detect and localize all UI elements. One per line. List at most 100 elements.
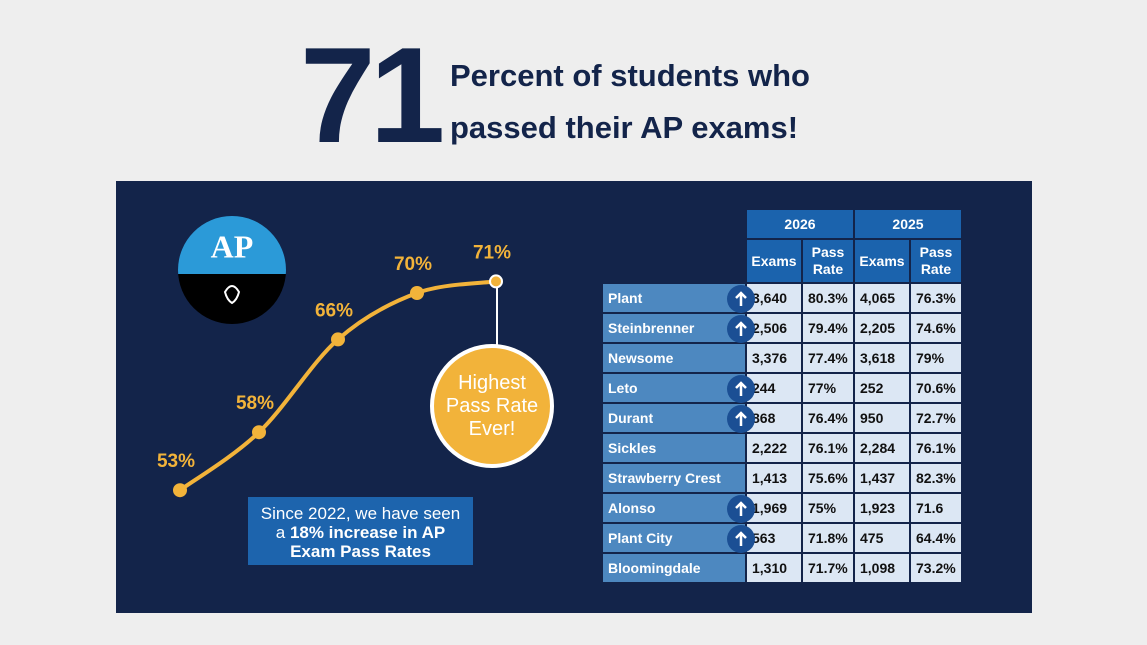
cell: 79.4% (803, 314, 853, 342)
point (410, 286, 424, 300)
up-arrow (727, 285, 755, 313)
table-row: Plant 3,640 80.3% 4,065 76.3% (603, 284, 961, 313)
cell: 3,376 (747, 344, 801, 372)
results-table: 2026 2025 Exams Pass Rate Exams Pass Rate P… (601, 208, 963, 584)
cell: 950 (855, 404, 909, 432)
headline-text: passed their AP exams! (450, 110, 799, 145)
value-label: 66% (315, 300, 353, 321)
year-header: 2026 (747, 210, 853, 238)
cell: 75.6% (803, 464, 853, 492)
badge-text: Pass Rate (445, 394, 539, 417)
cell: 3,640 (747, 284, 801, 312)
callout-bold: 18% increase in AP Exam Pass Rates (289, 523, 446, 561)
cell: 4,065 (855, 284, 909, 312)
table-row: Alonso 1,969 75% 1,923 71.6 (603, 494, 961, 523)
cell: 563 (747, 524, 801, 552)
point (489, 274, 503, 289)
up-arrow (727, 315, 755, 343)
cell: 3,618 (855, 344, 909, 372)
cell: 2,222 (747, 434, 801, 462)
badge: Highest Pass Rate Ever! (430, 344, 554, 468)
value-label: 70% (394, 254, 432, 275)
point (252, 425, 266, 440)
cell: 71.6 (911, 494, 961, 522)
headline-number: 71 (300, 19, 445, 171)
badge-text: Highest (458, 371, 526, 394)
cell: 1,310 (747, 554, 801, 582)
up-arrow (727, 375, 755, 403)
cell: 77.4% (803, 344, 853, 372)
cell: 71.7% (803, 554, 853, 582)
school-name: Plant (603, 284, 755, 313)
cell: 76.4% (803, 404, 853, 432)
table-row: Newsome 3,376 77.4% 3,618 79% (603, 344, 961, 372)
cell: 76.3% (911, 284, 961, 312)
up-arrow (727, 495, 755, 523)
column-header: Exams (747, 240, 801, 282)
value-label: 58% (236, 393, 274, 414)
school-name: Newsome (603, 344, 745, 372)
cell: 244 (747, 374, 801, 402)
arrow-icon (735, 411, 747, 426)
cell: 80.3% (803, 284, 853, 312)
table-row: Sickles 2,222 76.1% 2,284 76.1% (603, 434, 961, 462)
cell: 252 (855, 374, 909, 402)
arrow-icon (735, 321, 747, 336)
cell: 79% (911, 344, 961, 372)
cell: 1,098 (855, 554, 909, 582)
arrow-icon (735, 381, 747, 396)
table-row: Durant 868 76.4% 950 72.7% (603, 404, 961, 433)
arrow-icon (735, 501, 747, 516)
school-name: Strawberry Crest (603, 464, 745, 492)
up-arrow (727, 405, 755, 433)
column-header: Pass Rate (803, 240, 853, 282)
cell: 1,437 (855, 464, 909, 492)
column-header: Pass Rate (911, 240, 961, 282)
cell: 475 (855, 524, 909, 552)
headline-text: Percent of students who (450, 58, 810, 93)
badge-text: Ever! (468, 417, 516, 440)
school-name: Steinbrenner (603, 314, 755, 343)
cell: 82.3% (911, 464, 961, 492)
cell: 76.1% (911, 434, 961, 462)
table-row: Leto 244 77% 252 70.6% (603, 374, 961, 403)
school-name: Durant (603, 404, 755, 433)
cell: 64.4% (911, 524, 961, 552)
callout: Since 2022, we have seen a 18% increase … (248, 497, 473, 565)
value-label: 53% (157, 451, 195, 472)
column-header: Exams (855, 240, 909, 282)
cell: 71.8% (803, 524, 853, 552)
school-name: Leto (603, 374, 755, 403)
school-name: Sickles (603, 434, 745, 462)
school-name: Plant City (603, 524, 755, 553)
arrow-icon (735, 531, 747, 546)
logo-icon (223, 285, 241, 305)
up-arrow (727, 525, 755, 553)
logo-text: AP (211, 228, 254, 264)
cell: 76.1% (803, 434, 853, 462)
table-row: Bloomingdale 1,310 71.7% 1,098 73.2% (603, 554, 961, 582)
table-row: Strawberry Crest 1,413 75.6% 1,437 82.3% (603, 464, 961, 492)
cell: 70.6% (911, 374, 961, 402)
callout-text: Since 2022, we have seen a (260, 504, 461, 542)
cell: 74.6% (911, 314, 961, 342)
cell: 868 (747, 404, 801, 432)
cell: 1,923 (855, 494, 909, 522)
cell: 1,969 (747, 494, 801, 522)
ap-logo (178, 216, 286, 324)
point (173, 483, 187, 498)
cell: 2,506 (747, 314, 801, 342)
cell: 1,413 (747, 464, 801, 492)
school-name: Bloomingdale (603, 554, 745, 582)
arrow-icon (735, 291, 747, 306)
table-row: Steinbrenner 2,506 79.4% 2,205 74.6% (603, 314, 961, 343)
point (331, 332, 345, 347)
cell: 2,205 (855, 314, 909, 342)
year-header: 2025 (855, 210, 961, 238)
cell: 2,284 (855, 434, 909, 462)
school-name: Alonso (603, 494, 755, 523)
table-row: Plant City 563 71.8% 475 64.4% (603, 524, 961, 553)
cell: 77% (803, 374, 853, 402)
